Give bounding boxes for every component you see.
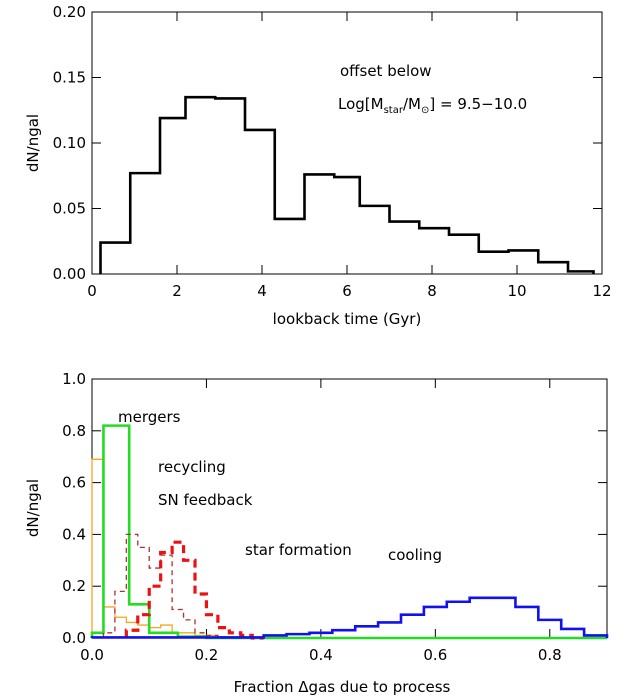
top-series-group	[99, 95, 595, 274]
label-cooling: cooling	[388, 546, 442, 564]
label-mergers: mergers	[118, 408, 181, 426]
top-y-axis-label: dN/ngal	[24, 114, 42, 172]
top-y-tick-label: 0.15	[53, 69, 86, 87]
top-y-tick-label: 0.10	[53, 134, 86, 152]
mass-label-mid: /M	[403, 95, 421, 113]
bottom-axis-ticks: 0.0 0.2 0.4 0.6 0.8 0.0 0.2 0.4 0.6 0.8 1.0	[62, 370, 607, 664]
bottom-y-tick-label: 0.6	[62, 474, 86, 492]
bottom-x-tick-label: 0.4	[309, 646, 333, 664]
mass-label-tail: ] = 9.5−10.0	[429, 95, 527, 113]
bottom-x-axis-label: Fraction Δgas due to process	[234, 678, 451, 696]
bottom-series-sn-feedback	[102, 533, 230, 639]
bottom-y-axis-label: dN/ngal	[24, 479, 42, 537]
bottom-series-star-formation	[124, 540, 264, 640]
top-y-tick-label: 0.00	[53, 265, 86, 283]
mass-label-prefix: Log[M	[338, 95, 384, 113]
top-y-tick-label: 0.05	[53, 200, 86, 218]
top-x-tick-label: 4	[257, 282, 267, 300]
top-x-tick-label: 2	[172, 282, 182, 300]
top-x-tick-label: 12	[592, 282, 611, 300]
label-recycling: recycling	[158, 458, 226, 476]
mass-label-sub-star: star	[384, 105, 404, 116]
top-panel: 0 2 4 6 8 10 12 0.00 0.05 0.10 0.15 0.20 offset bel…	[24, 3, 612, 328]
bottom-y-tick-label: 0.8	[62, 422, 86, 440]
top-axis-ticks: 0 2 4 6 8 10 12 0.00 0.05 0.10 0.15 0.20	[53, 3, 612, 300]
bottom-panel: 0.0 0.2 0.4 0.6 0.8 0.0 0.2 0.4 0.6 0.8 1.0 merger…	[24, 370, 609, 696]
top-plot-frame	[91, 11, 603, 275]
bottom-series-cooling	[90, 596, 609, 639]
bottom-y-tick-label: 0.4	[62, 525, 86, 543]
top-annotation-offset: offset below	[340, 62, 432, 80]
top-x-tick-label: 6	[342, 282, 352, 300]
bottom-x-tick-label: 0.0	[80, 646, 104, 664]
top-x-tick-label: 8	[427, 282, 437, 300]
bottom-x-tick-label: 0.2	[195, 646, 219, 664]
bottom-series-group	[90, 424, 609, 640]
bottom-x-tick-label: 0.8	[538, 646, 562, 664]
top-series-0	[99, 95, 595, 274]
bottom-x-tick-label: 0.6	[423, 646, 447, 664]
top-x-tick-label: 0	[87, 282, 97, 300]
top-y-tick-label: 0.20	[53, 3, 86, 21]
top-x-tick-label: 10	[507, 282, 526, 300]
top-x-axis-label: lookback time (Gyr)	[273, 310, 422, 328]
bottom-y-tick-label: 1.0	[62, 370, 86, 388]
label-sn-feedback: SN feedback	[158, 491, 253, 509]
label-star-formation: star formation	[245, 541, 352, 559]
top-annotation-mass-range: Log[Mstar/M⊙] = 9.5−10.0	[338, 95, 527, 116]
mass-label-sun-symbol: ⊙	[421, 105, 429, 116]
bottom-y-tick-label: 0.2	[62, 577, 86, 595]
bottom-y-tick-label: 0.0	[62, 629, 86, 647]
